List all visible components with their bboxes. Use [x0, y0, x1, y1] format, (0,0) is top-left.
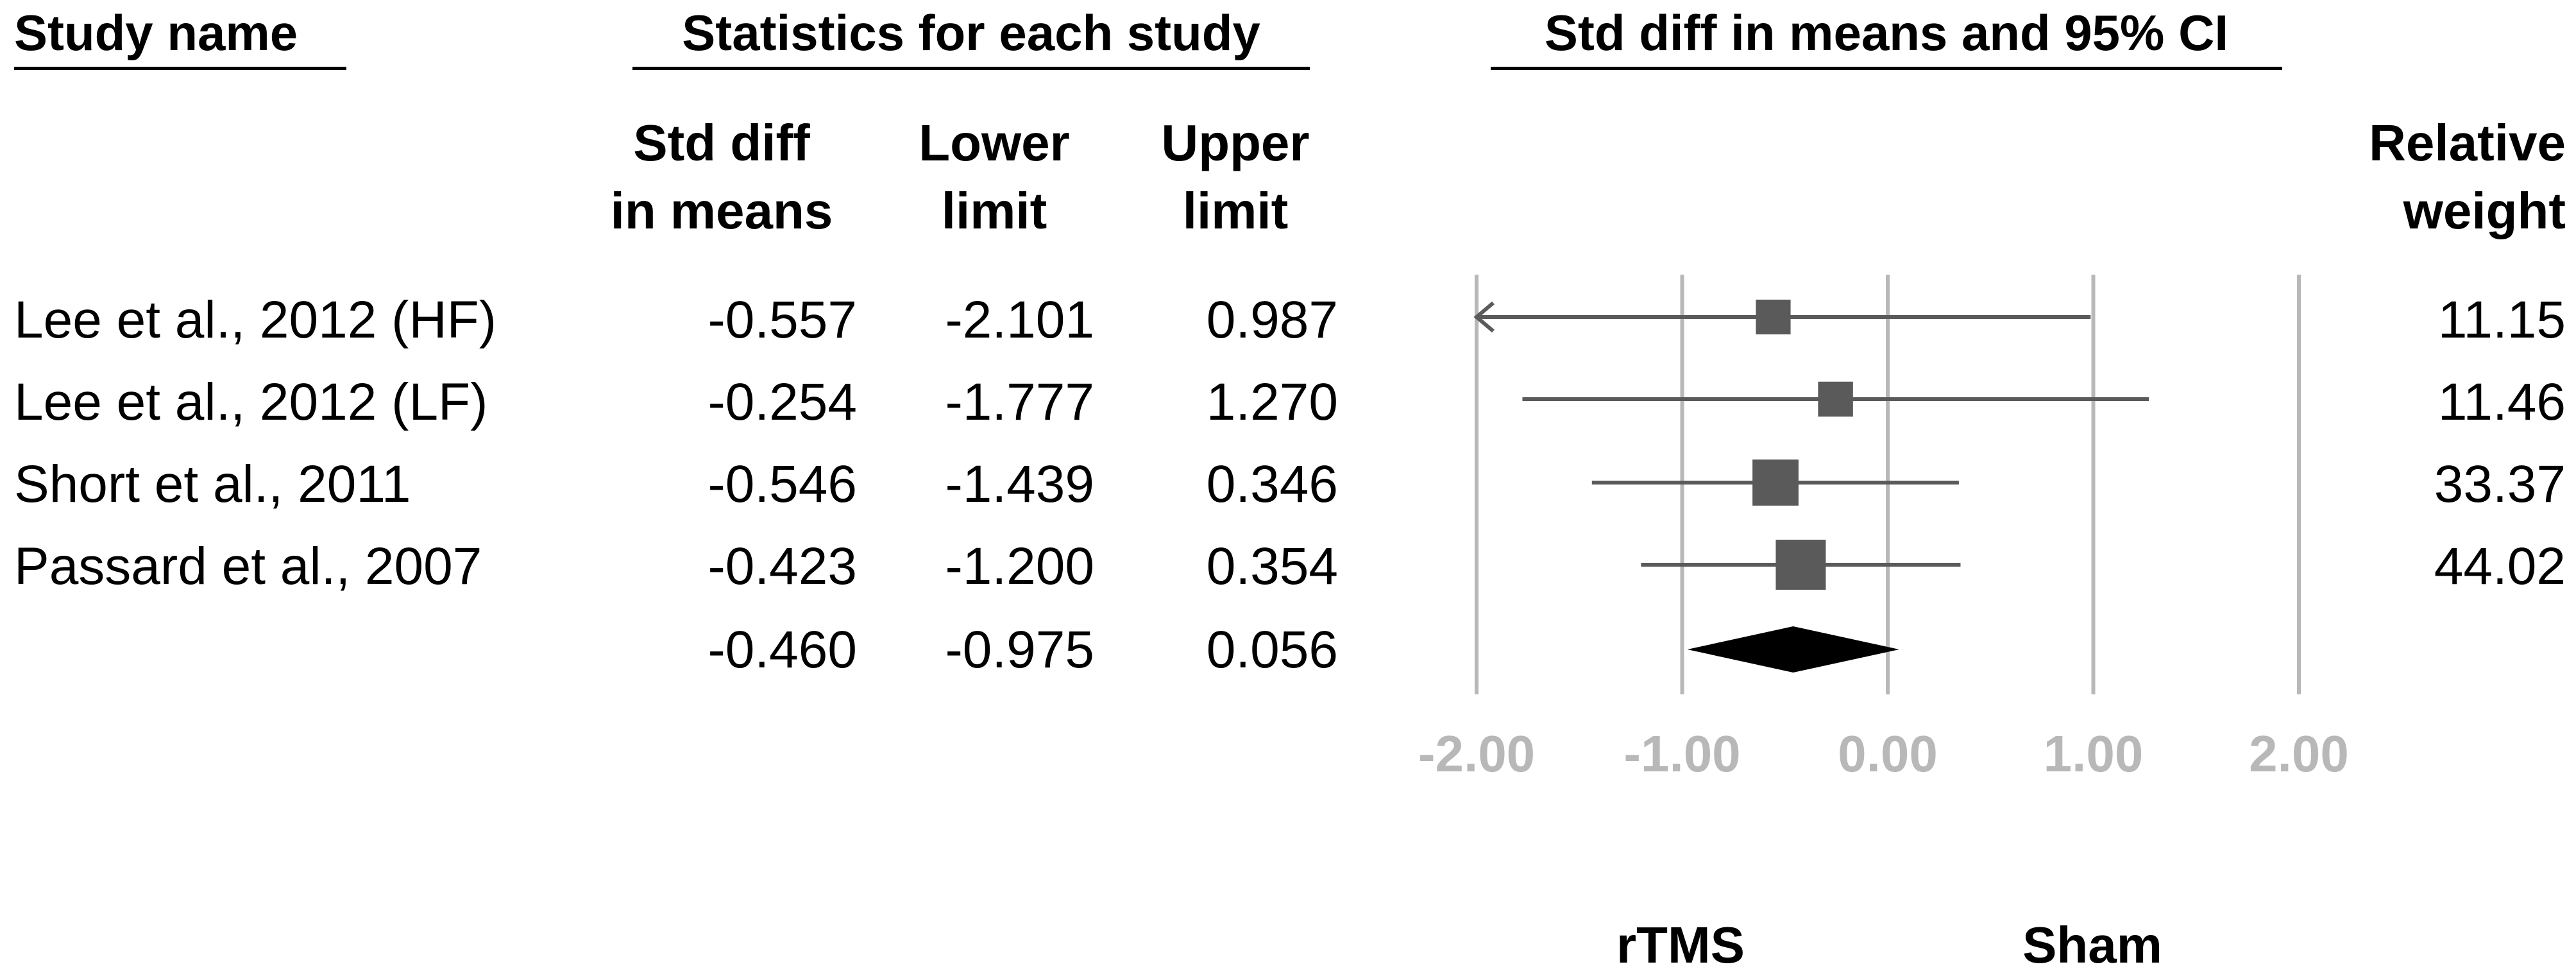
x-tick-label: 1.00 [2044, 725, 2144, 782]
favours-right-label: Sham [2022, 916, 2162, 974]
col-weight: Relative weight [2284, 109, 2566, 245]
x-tick-label: 2.00 [2249, 725, 2349, 782]
header-effect-underline [1491, 67, 2282, 70]
col-std-diff-line1: Std diff [633, 114, 810, 171]
upper-limit-value: 0.346 [1206, 455, 1338, 513]
col-upper-line1: Upper [1161, 114, 1310, 171]
lower-limit-value: -2.101 [945, 291, 1094, 349]
study-name: Lee et al., 2012 (LF) [14, 373, 488, 431]
x-tick-label: -1.00 [1623, 725, 1740, 782]
upper-limit-value: 0.987 [1206, 291, 1338, 349]
lower-limit-value: -1.439 [945, 455, 1094, 513]
study-name: Passard et al., 2007 [14, 537, 482, 596]
col-upper-line2: limit [1182, 182, 1289, 239]
header-statistics: Statistics for each study [682, 4, 1260, 61]
relative-weight-value: 33.37 [2434, 455, 2566, 513]
effect-marker [1756, 299, 1791, 335]
relative-weight-value: 44.02 [2434, 537, 2566, 596]
col-std-diff-line2: in means [610, 182, 833, 239]
header-study-name: Study name [14, 4, 298, 61]
col-lower: Lower limit [898, 109, 1090, 245]
x-tick-label: 0.00 [1838, 725, 1938, 782]
relative-weight-value: 11.15 [2437, 291, 2566, 349]
header-statistics-underline [632, 67, 1310, 70]
truncation-arrow [1473, 301, 1495, 333]
confidence-intervals [1473, 299, 2149, 673]
effect-marker [1818, 381, 1853, 417]
col-std-diff: Std diff in means [603, 109, 840, 245]
summary-std-diff-value: -0.460 [708, 621, 857, 679]
relative-weight-value: 11.46 [2437, 373, 2566, 431]
col-lower-line1: Lower [919, 114, 1070, 171]
x-tick-label: -2.00 [1418, 725, 1535, 782]
lower-limit-value: -1.200 [945, 537, 1094, 596]
std-diff-value: -0.557 [708, 291, 857, 349]
favours-left-label: rTMS [1616, 916, 1745, 974]
study-name: Lee et al., 2012 (HF) [14, 291, 497, 349]
header-study-name-underline [14, 67, 346, 70]
std-diff-value: -0.423 [708, 537, 857, 596]
col-lower-line2: limit [941, 182, 1047, 239]
summary-lower-limit-value: -0.975 [945, 621, 1094, 679]
lower-limit-value: -1.777 [945, 373, 1094, 431]
std-diff-value: -0.546 [708, 455, 857, 513]
header-effect: Std diff in means and 95% CI [1544, 4, 2229, 61]
summary-upper-limit-value: 0.056 [1206, 621, 1338, 679]
effect-marker [1775, 540, 1826, 590]
std-diff-value: -0.254 [708, 373, 857, 431]
col-weight-line2: weight [2403, 182, 2566, 239]
upper-limit-value: 0.354 [1206, 537, 1338, 596]
col-upper: Upper limit [1139, 109, 1332, 245]
effect-marker [1752, 459, 1799, 506]
upper-limit-value: 1.270 [1206, 373, 1338, 431]
summary-diamond [1687, 626, 1899, 673]
study-name: Short et al., 2011 [14, 455, 411, 513]
x-axis-ticks: -2.00 -1.00 0.00 1.00 2.00 [1418, 725, 2349, 782]
col-weight-line1: Relative [2369, 114, 2566, 171]
